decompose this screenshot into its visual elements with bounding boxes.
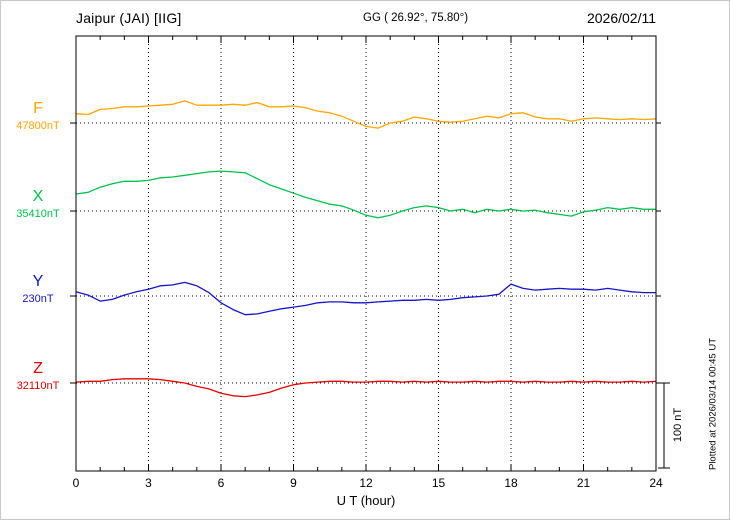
- x-tick-label: 3: [145, 476, 152, 490]
- trace-label-group-y: Y 230nT: [5, 274, 71, 306]
- x-tick-label: 15: [432, 476, 446, 490]
- x-tick-labels: 0 3 6 9 12 15 18 21 24: [73, 476, 663, 490]
- trace-letter-x: X: [32, 188, 44, 205]
- plotted-at-note: Plotted at 2026/03/14 00:45 UT: [707, 337, 719, 471]
- scale-bar: [656, 382, 670, 469]
- trace-letter-f: F: [33, 100, 43, 117]
- trace-X: [75, 170, 656, 219]
- trace-label-group-x: X 35410nT: [5, 189, 71, 221]
- trace-letter-z: Z: [33, 360, 43, 377]
- x-tick-label: 12: [359, 476, 373, 490]
- x-tick-label: 9: [290, 476, 297, 490]
- x-tick-label: 0: [73, 476, 80, 490]
- scale-bar-label: 100 nT: [672, 407, 684, 443]
- trace-baseline-value-f: 47800nT: [16, 120, 60, 132]
- x-axis-label: U T (hour): [336, 493, 396, 508]
- trace-label-group-z: Z 32110nT: [5, 361, 71, 393]
- x-tick-label: 21: [577, 476, 591, 490]
- trace-baseline-value-z: 32110nT: [16, 380, 60, 392]
- plot-date: 2026/02/11: [586, 10, 656, 26]
- plot-frame: [75, 35, 657, 472]
- trace-F: [75, 100, 657, 129]
- gridlines: [148, 36, 584, 471]
- x-tick-label: 24: [649, 476, 663, 490]
- trace-Y: [75, 281, 656, 316]
- trace-letter-y: Y: [32, 273, 44, 290]
- axis-ticks: [75, 36, 657, 471]
- x-tick-label: 6: [218, 476, 225, 490]
- station-title: Jaipur (JAI) [IIG]: [76, 10, 182, 26]
- trace-Z: [75, 378, 657, 398]
- geographic-coords: GG ( 26.92°, 75.80°): [363, 12, 469, 24]
- trace-baseline-value-y: 230nT: [22, 293, 54, 305]
- trace-label-group-f: F 47800nT: [5, 101, 71, 133]
- trace-baseline-value-x: 35410nT: [16, 208, 60, 220]
- x-tick-label: 18: [504, 476, 518, 490]
